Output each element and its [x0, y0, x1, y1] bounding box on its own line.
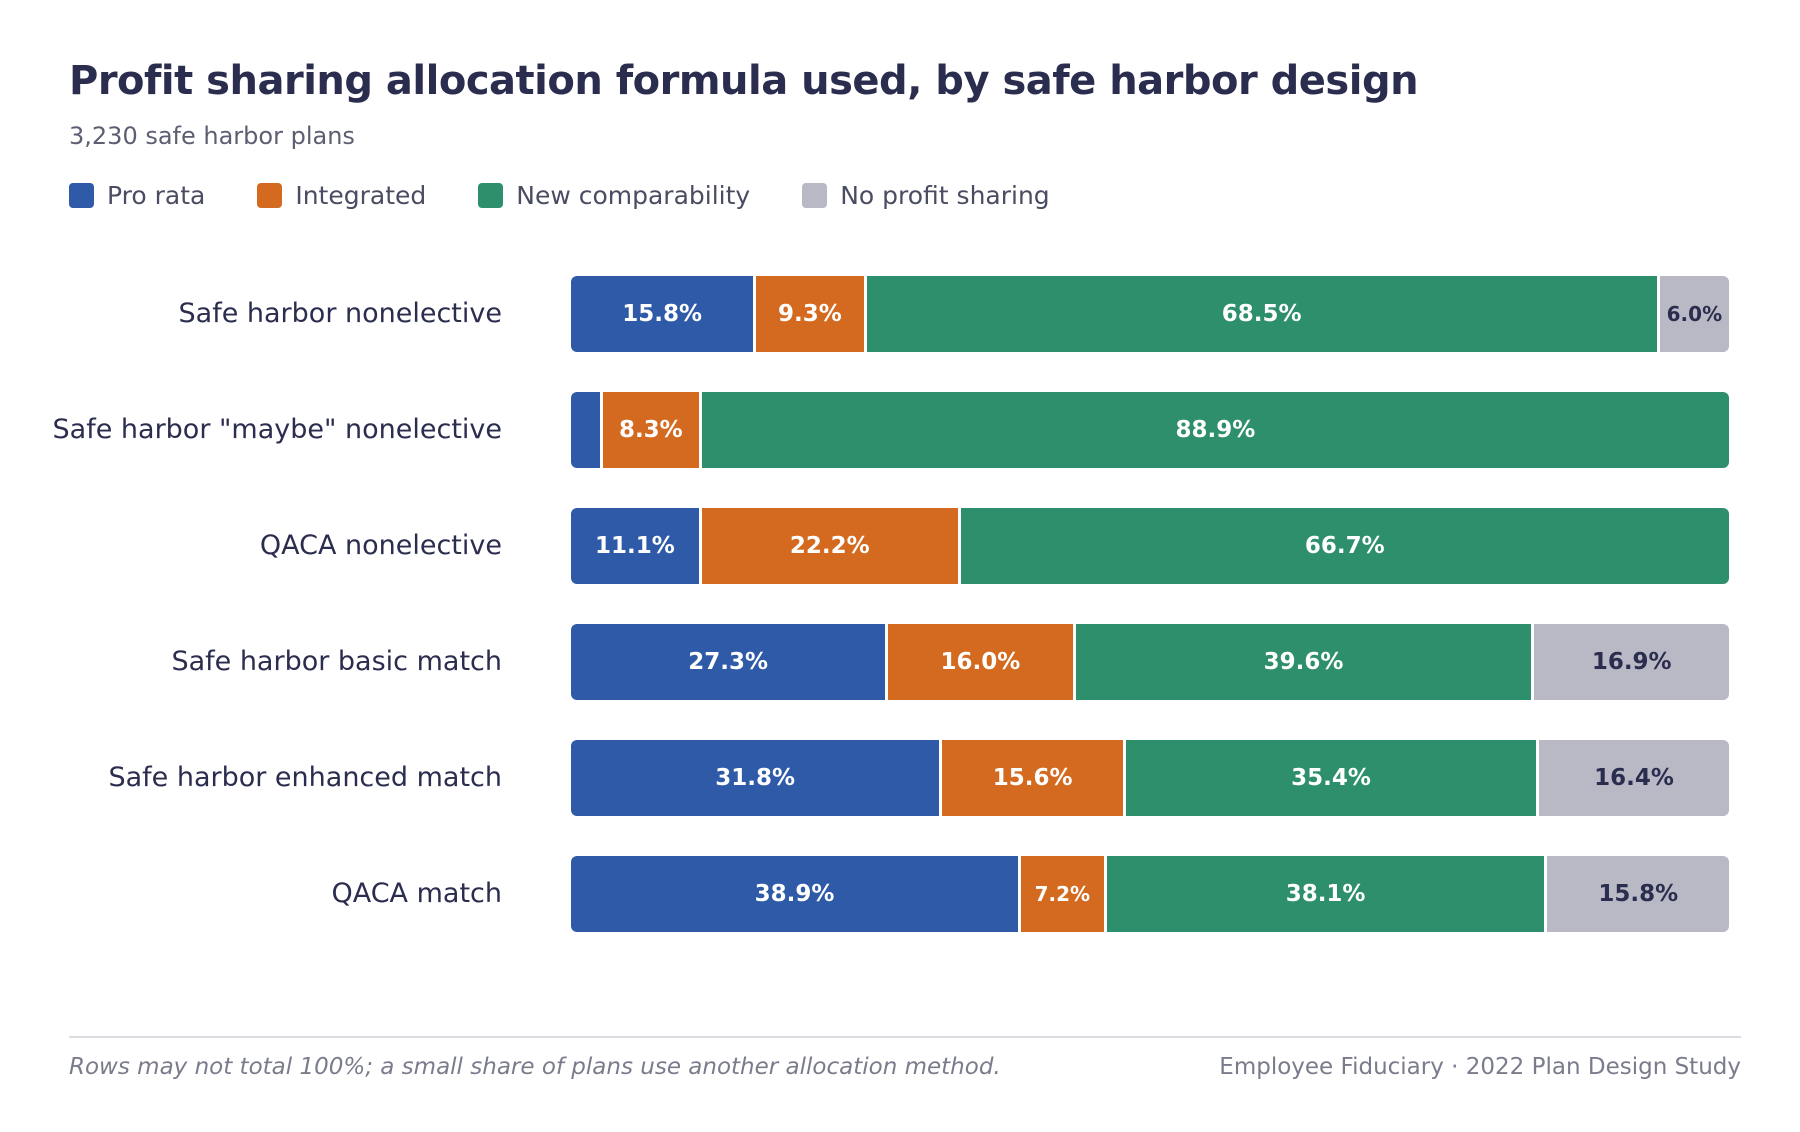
legend-label: No profit sharing: [840, 180, 1050, 210]
legend-item-integrated: Integrated: [257, 181, 426, 210]
bar-row-safe-harbor-maybe-nonelective: 8.3% 88.9%: [571, 392, 1729, 468]
legend-swatch: [478, 182, 504, 208]
bar-row-qaca-nonelective: 11.1% 22.2% 66.7%: [571, 508, 1729, 584]
data-label: 39.6%: [1263, 649, 1344, 675]
legend-label: Pro rata: [107, 180, 206, 210]
bar-segment-integrated: 9.3%: [753, 276, 864, 352]
data-label: 38.1%: [1285, 881, 1366, 907]
chart-title: Profit sharing allocation formula used, …: [69, 58, 1419, 104]
chart-legend: Pro rata Integrated New comparability No pr…: [69, 178, 1102, 212]
data-label: 15.8%: [622, 301, 703, 327]
bar-segment-new-comparability: 39.6%: [1072, 624, 1532, 700]
bar-segment-no-profit-sharing: 6.0%: [1656, 276, 1729, 352]
footer-source: Employee Fiduciary · 2022 Plan Design St…: [1219, 1054, 1741, 1080]
bar-segment-new-comparability: 88.9%: [698, 392, 1729, 468]
bar-segment-new-comparability: 38.1%: [1103, 856, 1545, 932]
bar-row-safe-harbor-basic-match: 27.3% 16.0% 39.6% 16.9%: [571, 624, 1729, 700]
bar-segment-integrated: 7.2%: [1017, 856, 1104, 932]
category-label: Safe harbor enhanced match: [108, 762, 502, 793]
bar-segment-new-comparability: 68.5%: [863, 276, 1657, 352]
data-label: 31.8%: [715, 765, 796, 791]
bar-segment-no-profit-sharing: 16.4%: [1536, 740, 1729, 816]
data-label: 16.9%: [1591, 649, 1672, 675]
bar-segment-pro-rata: 31.8%: [571, 740, 940, 816]
bar-segment-integrated: 16.0%: [885, 624, 1073, 700]
data-label: 16.0%: [940, 649, 1021, 675]
legend-swatch: [257, 182, 283, 208]
legend-item-new-comparability: New comparability: [478, 181, 750, 210]
data-label: 11.1%: [595, 533, 675, 559]
bar-segment-pro-rata: [571, 392, 600, 468]
chart-subtitle: 3,230 safe harbor plans: [69, 122, 355, 150]
data-label: 15.8%: [1598, 881, 1679, 907]
bar-segment-no-profit-sharing: 15.8%: [1544, 856, 1729, 932]
data-label: 8.3%: [618, 417, 683, 443]
category-label: Safe harbor "maybe" nonelective: [52, 414, 502, 445]
legend-item-pro-rata: Pro rata: [69, 181, 205, 210]
stacked-bar-chart: Safe harbor nonelective 15.8% 9.3% 68.5% 6.0…: [52, 276, 1729, 932]
bar-row-safe-harbor-enhanced-match: 31.8% 15.6% 35.4% 16.4%: [571, 740, 1729, 816]
data-label: 22.2%: [789, 533, 870, 559]
data-label: 35.4%: [1291, 765, 1371, 791]
legend-swatch: [69, 182, 94, 208]
bar-segment-new-comparability: 66.7%: [957, 508, 1729, 584]
bar-segment-new-comparability: 35.4%: [1123, 740, 1537, 816]
legend-swatch: [802, 182, 828, 208]
data-label: 6.0%: [1666, 302, 1723, 326]
bar-segment-integrated: 15.6%: [939, 740, 1124, 816]
footer-divider: [69, 1036, 1741, 1038]
bar-segment-no-profit-sharing: 16.9%: [1531, 624, 1729, 700]
data-label: 7.2%: [1034, 882, 1091, 906]
data-label: 68.5%: [1221, 301, 1302, 327]
legend-label: Integrated: [295, 180, 427, 210]
bar-row-safe-harbor-nonelective: 15.8% 9.3% 68.5% 6.0%: [571, 276, 1729, 352]
bar-segment-pro-rata: 11.1%: [571, 508, 699, 584]
bar-segment-pro-rata: 27.3%: [571, 624, 886, 700]
data-label: 38.9%: [754, 881, 835, 907]
data-label: 66.7%: [1304, 533, 1385, 559]
bar-segment-integrated: 22.2%: [698, 508, 958, 584]
category-label: Safe harbor nonelective: [178, 298, 502, 329]
bar-segment-pro-rata: 38.9%: [571, 856, 1018, 932]
data-label: 15.6%: [992, 765, 1073, 791]
category-label: QACA nonelective: [259, 530, 502, 561]
footer-note: Rows may not total 100%; a small share o…: [69, 1054, 1001, 1080]
data-label: 16.4%: [1594, 765, 1674, 791]
category-label: Safe harbor basic match: [171, 646, 502, 677]
data-label: 9.3%: [778, 301, 842, 327]
legend-item-no-profit-sharing: No profit sharing: [802, 180, 1050, 210]
category-label: QACA match: [331, 878, 502, 909]
bar-segment-integrated: 8.3%: [599, 392, 699, 468]
bar-segment-pro-rata: 15.8%: [571, 276, 754, 352]
data-label: 27.3%: [688, 649, 769, 675]
bar-row-qaca-match: 38.9% 7.2% 38.1% 15.8%: [571, 856, 1729, 932]
legend-label: New comparability: [516, 180, 751, 210]
data-label: 88.9%: [1175, 417, 1256, 443]
